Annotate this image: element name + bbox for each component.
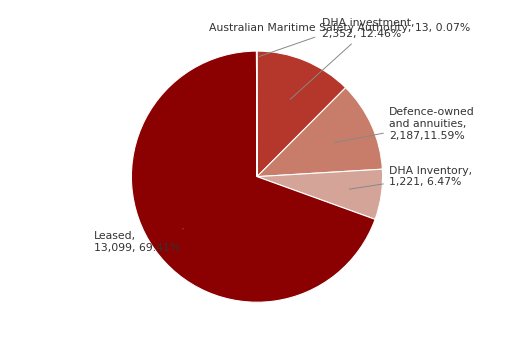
- Text: Defence-owned
and annuities,
2,187,11.59%: Defence-owned and annuities, 2,187,11.59…: [334, 107, 474, 143]
- Wedge shape: [257, 51, 345, 177]
- Wedge shape: [257, 169, 382, 219]
- Text: DHA Inventory,
1,221, 6.47%: DHA Inventory, 1,221, 6.47%: [349, 166, 472, 189]
- Text: Leased,
13,099, 69.41%: Leased, 13,099, 69.41%: [94, 229, 183, 253]
- Wedge shape: [256, 51, 257, 177]
- Wedge shape: [132, 51, 375, 302]
- Wedge shape: [257, 88, 382, 177]
- Text: Australian Maritime Safety Authority, 13, 0.07%: Australian Maritime Safety Authority, 13…: [209, 24, 470, 57]
- Text: DHA investment,
2,352, 12.46%: DHA investment, 2,352, 12.46%: [290, 18, 415, 99]
